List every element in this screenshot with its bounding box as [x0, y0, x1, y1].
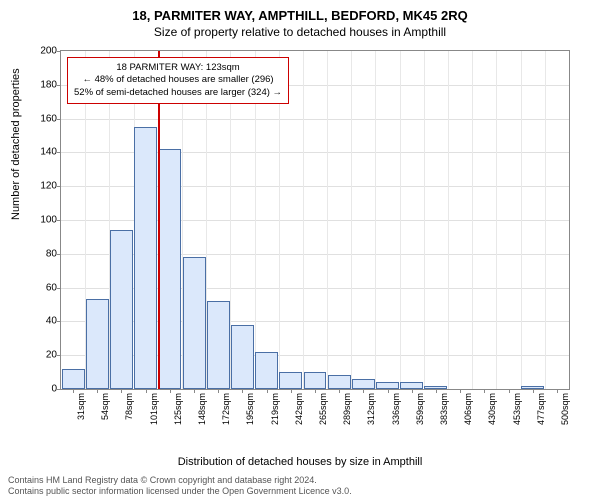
y-tick-label: 40 [46, 316, 57, 327]
gridline-v [424, 51, 425, 389]
x-tick-mark [242, 389, 243, 393]
y-tick-mark [57, 389, 61, 390]
histogram-bar [255, 352, 278, 389]
gridline-v [327, 51, 328, 389]
footer-line: Contains public sector information licen… [8, 486, 352, 498]
y-tick-label: 80 [46, 248, 57, 259]
x-tick-mark [315, 389, 316, 393]
x-tick-mark [557, 389, 558, 393]
histogram-bar [110, 230, 133, 389]
x-tick-label: 54sqm [100, 393, 110, 420]
x-tick-mark [194, 389, 195, 393]
x-tick-mark [509, 389, 510, 393]
gridline-v [545, 51, 546, 389]
x-tick-mark [339, 389, 340, 393]
x-tick-label: 289sqm [342, 393, 352, 425]
x-tick-mark [121, 389, 122, 393]
histogram-bar [521, 386, 544, 389]
x-tick-mark [73, 389, 74, 393]
x-tick-mark [291, 389, 292, 393]
annotation-box: 18 PARMITER WAY: 123sqm ← 48% of detache… [67, 57, 289, 104]
y-axis-label: Number of detached properties [10, 68, 22, 220]
histogram-bar [328, 375, 351, 389]
y-tick-mark [57, 51, 61, 52]
y-tick-label: 20 [46, 350, 57, 361]
gridline-v [400, 51, 401, 389]
x-tick-label: 242sqm [294, 393, 304, 425]
gridline-v [351, 51, 352, 389]
x-tick-label: 453sqm [512, 393, 522, 425]
gridline-v [303, 51, 304, 389]
x-tick-mark [412, 389, 413, 393]
histogram-bar [231, 325, 254, 389]
x-tick-mark [97, 389, 98, 393]
histogram-bar [424, 386, 447, 389]
y-tick-label: 120 [40, 181, 57, 192]
histogram-bar [400, 382, 423, 389]
histogram-bar [86, 299, 109, 389]
y-tick-label: 60 [46, 282, 57, 293]
histogram-bar [352, 379, 375, 389]
x-tick-label: 312sqm [366, 393, 376, 425]
x-tick-mark [146, 389, 147, 393]
histogram-bar [158, 149, 181, 389]
x-tick-mark [484, 389, 485, 393]
x-tick-mark [363, 389, 364, 393]
annotation-line: ← 48% of detached houses are smaller (29… [74, 74, 282, 86]
x-tick-label: 78sqm [124, 393, 134, 420]
gridline-h [61, 119, 569, 120]
y-tick-label: 160 [40, 113, 57, 124]
x-tick-mark [218, 389, 219, 393]
x-tick-label: 406sqm [463, 393, 473, 425]
x-tick-label: 148sqm [197, 393, 207, 425]
gridline-v [375, 51, 376, 389]
gridline-v [472, 51, 473, 389]
histogram-bar [304, 372, 327, 389]
annotation-line: 18 PARMITER WAY: 123sqm [74, 62, 282, 74]
x-tick-label: 125sqm [173, 393, 183, 425]
x-axis-label: Distribution of detached houses by size … [0, 456, 600, 468]
histogram-bar [279, 372, 302, 389]
gridline-v [448, 51, 449, 389]
x-tick-label: 500sqm [560, 393, 570, 425]
histogram-bar [134, 127, 157, 389]
x-tick-mark [533, 389, 534, 393]
x-tick-label: 172sqm [221, 393, 231, 425]
chart-title-sub: Size of property relative to detached ho… [0, 23, 600, 43]
histogram-bar [207, 301, 230, 389]
x-tick-mark [388, 389, 389, 393]
histogram-bar [183, 257, 206, 389]
x-tick-mark [460, 389, 461, 393]
y-tick-label: 100 [40, 215, 57, 226]
x-tick-label: 31sqm [76, 393, 86, 420]
chart-container: 18, PARMITER WAY, AMPTHILL, BEDFORD, MK4… [0, 0, 600, 500]
annotation-line: 52% of semi-detached houses are larger (… [74, 87, 282, 99]
x-tick-label: 265sqm [318, 393, 328, 425]
y-tick-label: 140 [40, 147, 57, 158]
x-tick-label: 336sqm [391, 393, 401, 425]
x-tick-mark [436, 389, 437, 393]
x-tick-label: 219sqm [270, 393, 280, 425]
footer-attribution: Contains HM Land Registry data © Crown c… [8, 475, 352, 498]
gridline-v [496, 51, 497, 389]
y-tick-label: 180 [40, 79, 57, 90]
x-tick-label: 430sqm [487, 393, 497, 425]
x-tick-label: 359sqm [415, 393, 425, 425]
x-tick-label: 195sqm [245, 393, 255, 425]
gridline-v [521, 51, 522, 389]
x-tick-label: 477sqm [536, 393, 546, 425]
histogram-bar [62, 369, 85, 389]
y-tick-label: 200 [40, 46, 57, 57]
plot-area: 02040608010012014016018020031sqm54sqm78s… [60, 50, 570, 390]
x-tick-label: 383sqm [439, 393, 449, 425]
footer-line: Contains HM Land Registry data © Crown c… [8, 475, 352, 487]
x-tick-mark [170, 389, 171, 393]
x-tick-label: 101sqm [149, 393, 159, 425]
chart-title-main: 18, PARMITER WAY, AMPTHILL, BEDFORD, MK4… [0, 0, 600, 23]
x-tick-mark [267, 389, 268, 393]
histogram-bar [376, 382, 399, 389]
